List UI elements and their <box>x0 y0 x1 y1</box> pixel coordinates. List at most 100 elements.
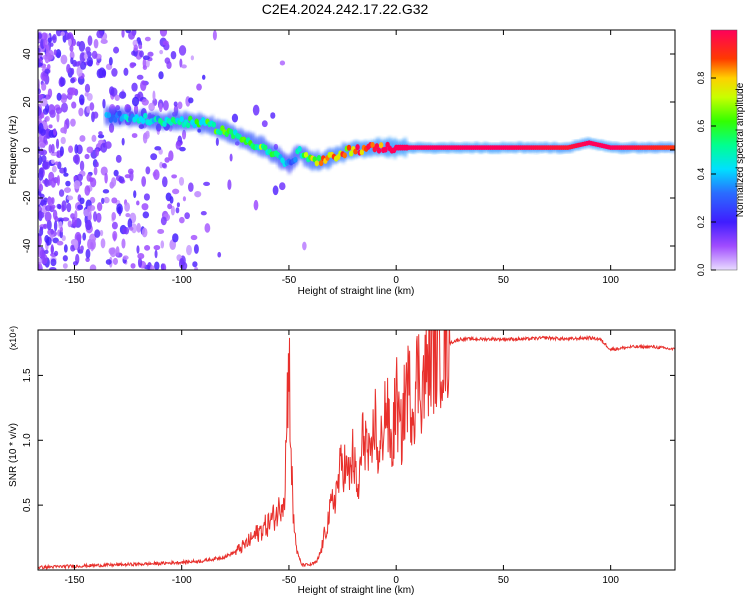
spectrogram-noise-cell <box>69 44 74 52</box>
spectrogram-noise-cell <box>55 138 60 149</box>
spectrogram-ylabel: Frequency (Hz) <box>8 116 19 185</box>
spectrogram-noise-cell <box>94 229 101 238</box>
spectrogram-noise-cell <box>139 50 144 58</box>
spectrogram-noise-cell <box>72 261 79 266</box>
spectrogram-noise-cell <box>169 196 174 204</box>
spectrogram-noise-cell <box>40 98 48 107</box>
colorbar-gradient <box>710 29 738 271</box>
spectrogram-noise-cell <box>115 246 120 257</box>
spectrogram-noise-cell <box>145 59 150 68</box>
spectrogram-noise-cell <box>38 58 41 68</box>
spectrogram-noise-cell <box>252 104 260 116</box>
spectrogram-noise-cell <box>70 77 76 84</box>
spectrogram-ridge-cell <box>113 116 118 123</box>
spectrogram-noise-cell <box>136 200 140 206</box>
spectrogram-ridge-cell <box>117 110 122 117</box>
spectrogram-noise-cell <box>179 58 183 68</box>
spectrogram-noise-cell <box>61 235 66 242</box>
spectrogram-noise-cell <box>153 244 161 251</box>
spectrogram-noise-cell <box>89 102 95 111</box>
spectrogram-noise-cell <box>53 128 57 136</box>
spectrogram-noise-cell <box>44 211 52 222</box>
spectrogram-noise-cell <box>142 132 148 144</box>
spectrogram-noise-cell <box>54 161 59 166</box>
spectrogram-xtick-label: 50 <box>498 275 510 286</box>
spectrogram-noise-cell <box>137 257 143 268</box>
spectrogram-ytick-label: 40 <box>22 48 33 60</box>
spectrogram-noise-cell <box>131 82 138 92</box>
spectrogram-noise-cell <box>43 135 48 145</box>
spectrogram-noise-cell <box>69 87 77 96</box>
spectrogram-ridge-cell <box>374 143 380 150</box>
spectrogram-noise-cell <box>79 197 85 205</box>
spectrogram-noise-cell <box>133 190 137 199</box>
spectrogram-ridge-cell <box>303 151 309 158</box>
spectrogram-noise-cell <box>179 146 186 152</box>
spectrogram-noise-cell <box>158 71 164 80</box>
spectrogram-noise-cell <box>152 90 156 101</box>
spectrogram-noise-cell <box>63 172 69 177</box>
spectrogram-noise-cell <box>76 41 81 47</box>
spectrogram-noise-cell <box>87 35 93 46</box>
spectrogram-noise-cell <box>154 261 160 270</box>
spectrogram-noise-cell <box>147 51 154 57</box>
spectrogram-noise-cell <box>141 227 148 238</box>
spectrogram-noise-cell <box>129 170 134 182</box>
spectrogram-noise-cell <box>178 258 185 269</box>
spectrogram-noise-cell <box>85 248 91 259</box>
spectrogram-noise-cell <box>96 202 103 212</box>
spectrogram-noise-cell <box>128 226 134 231</box>
spectrogram-noise-cell <box>41 82 47 91</box>
spectrogram-noise-cell <box>161 176 168 188</box>
spectrogram-noise-cell <box>40 149 48 156</box>
snr-xtick-label: -50 <box>282 575 297 586</box>
spectrogram-panel: -150 -100 -50 0 50 100 -40 -20 0 20 40 Height of s… <box>8 29 676 297</box>
spectrogram-noise-cell <box>49 42 54 47</box>
spectrogram-noise-cell <box>53 250 59 256</box>
spectrogram-noise-cell <box>130 263 136 269</box>
spectrogram-noise-cell <box>96 68 104 79</box>
spectrogram-ytick-label: 0 <box>22 147 33 153</box>
spectrogram-noise-cell <box>178 176 185 186</box>
spectrogram-noise-cell <box>190 55 195 61</box>
spectrogram-noise-cell <box>70 67 75 76</box>
spectrogram-noise-cell <box>92 111 99 119</box>
spectrogram-noise-cell <box>111 177 117 187</box>
spectrogram-noise-cell <box>116 203 123 215</box>
spectrogram-noise-cell <box>41 32 48 41</box>
spectrogram-noise-cell <box>203 181 211 187</box>
spectrogram-noise-cell <box>45 115 50 122</box>
figure-title: C2E4.2024.242.17.22.G32 <box>262 1 429 17</box>
spectrogram-noise-cell <box>176 202 180 208</box>
spectrogram-noise-cell <box>56 111 60 123</box>
spectrogram-noise-cell <box>60 136 66 145</box>
spectrogram-noise-cell <box>51 165 57 173</box>
spectrogram-noise-cell <box>121 238 126 249</box>
spectrogram-noise-cell <box>173 101 178 107</box>
spectrogram-noise-cell <box>160 216 167 226</box>
spectrogram-noise-cell <box>44 52 50 64</box>
spectrogram-noise-cell <box>229 153 233 162</box>
spectrogram-noise-cell <box>105 259 112 265</box>
spectrogram-noise-cell <box>44 235 50 244</box>
spectrogram-noise-cell <box>201 74 206 80</box>
spectrogram-noise-cell <box>141 203 149 211</box>
colorbar-label: Normalized spectral amplitude <box>735 82 746 217</box>
spectrogram-noise-cell <box>168 150 174 162</box>
spectrogram-noise-cell <box>231 113 239 123</box>
spectrogram-noise-cell <box>111 68 118 77</box>
snr-xtick-label: 50 <box>498 575 510 586</box>
spectrogram-noise-cell <box>79 52 86 63</box>
spectrogram-noise-cell <box>76 173 83 182</box>
spectrogram-noise-cell <box>93 211 98 222</box>
spectrogram-noise-cell <box>131 133 138 138</box>
spectrogram-noise-cell <box>170 50 177 60</box>
spectrogram-noise-cell <box>38 52 43 57</box>
spectrogram-noise-cell <box>39 142 46 148</box>
spectrogram-noise-cell <box>102 69 107 77</box>
spectrogram-noise-cell <box>124 202 131 212</box>
spectrogram-ridge-cell <box>370 141 375 148</box>
spectrogram-noise-cell <box>122 227 127 235</box>
spectrogram-ridge-cell <box>383 146 388 153</box>
spectrogram-noise-cell <box>63 166 67 174</box>
